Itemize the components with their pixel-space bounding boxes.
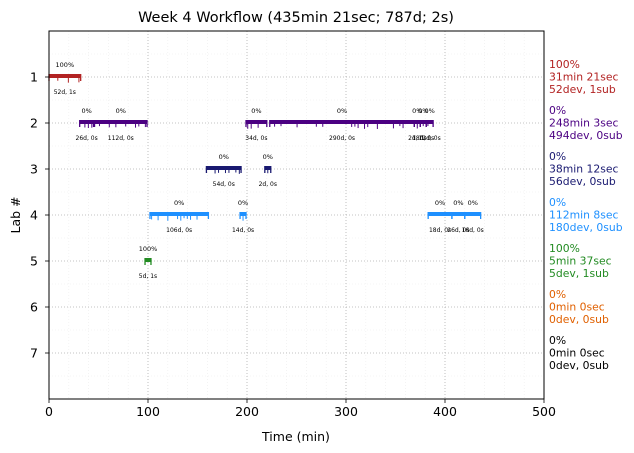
x-tick-label: 500 (532, 404, 556, 419)
lane-summary-line: 494dev, 0sub (549, 129, 623, 142)
segment-info-label: 12d, 0s (419, 135, 441, 142)
segment-info-label: 18d, 0s (412, 135, 434, 142)
lane-summary-line: 0dev, 0sub (549, 359, 609, 372)
segment-info-label: 54d, 0s (213, 181, 235, 188)
segment-percent-label: 0% (238, 199, 248, 207)
segment-percent-label: 0% (468, 199, 478, 207)
lane-summary-line: 52dev, 1sub (549, 83, 616, 96)
timeline-bar (145, 258, 151, 262)
segment-percent-label: 0% (263, 153, 273, 161)
lane-summary-line: 248min 3sec (549, 117, 619, 130)
segment-info-label: 18d, 0s (429, 227, 451, 234)
segment-info-label: 26d, 0s (76, 135, 98, 142)
segment-percent-label: 0% (219, 153, 229, 161)
segment-percent-label: 0% (174, 199, 184, 207)
segment-info-label: 2d, 0s (408, 135, 426, 142)
lane-summary-line: 112min 8sec (549, 209, 619, 222)
timeline-bar (464, 212, 481, 216)
lane-summary-line: 180dev, 0sub (549, 221, 623, 234)
timeline-bar (246, 120, 267, 124)
segment-info-label: 112d, 0s (108, 135, 134, 142)
segment-percent-label: 0% (412, 107, 422, 115)
lane-summary-line: 0% (549, 104, 566, 117)
lane-summary-line: 38min 12sec (549, 163, 619, 176)
x-axis-label: Time (min) (261, 429, 330, 444)
chart-title: Week 4 Workflow (435min 21sec; 787d; 2s) (138, 10, 454, 26)
timeline-bar (269, 120, 415, 124)
timeline-bar (149, 212, 209, 216)
x-tick-label: 0 (45, 404, 53, 419)
segment-percent-label: 0% (251, 107, 261, 115)
timeline-bar (49, 74, 81, 78)
segment-info-label: 34d, 0s (245, 135, 267, 142)
y-tick-label: 6 (30, 300, 38, 315)
lane-summary-line: 5min 37sec (549, 255, 612, 268)
y-tick-label: 2 (30, 116, 38, 131)
lane-summary-line: 31min 21sec (549, 71, 619, 84)
timeline-bar (94, 120, 148, 124)
axis-ticks: 0 100 200 300 400 500 1 2 3 4 5 6 7 (30, 70, 556, 420)
lane-summary-line: 0% (549, 150, 566, 163)
segment-percent-label: 0% (418, 107, 428, 115)
segment-percent-label: 0% (435, 199, 445, 207)
y-tick-label: 5 (30, 254, 38, 269)
segment-info-label: 16d, 0s (462, 227, 484, 234)
segment-percent-label: 0% (424, 107, 434, 115)
lane-summary-line: 5dev, 1sub (549, 267, 609, 280)
y-tick-label: 7 (30, 346, 38, 361)
segment-percent-label: 0% (337, 107, 347, 115)
x-tick-label: 300 (334, 404, 358, 419)
lane-summary-line: 0min 0sec (549, 301, 605, 314)
lane-summary-line: 56dev, 0sub (549, 175, 616, 188)
lane-summary-line: 0% (549, 334, 566, 347)
timeline-bar (79, 120, 94, 124)
y-axis-label: Lab # (8, 196, 23, 233)
segment-percent-label: 0% (116, 107, 126, 115)
lane-summary-line: 0% (549, 288, 566, 301)
segment-percent-label: 0% (453, 199, 463, 207)
lane-summary-line: 0% (549, 196, 566, 209)
timeline-bar (264, 166, 271, 170)
timeline-bar (206, 166, 242, 170)
segment-info-label: 290d, 0s (329, 135, 355, 142)
timeline-segments: 100% 52d, 1s 0% 26d, 0s 0% 112d, 0s 0% 34d, 0s 0… (48, 61, 484, 280)
x-tick-label: 100 (136, 404, 160, 419)
segment-percent-label: 100% (56, 61, 75, 69)
timeline-bar (451, 212, 465, 216)
segment-info-label: 26d, 0s (447, 227, 469, 234)
segment-percent-label: 100% (139, 245, 158, 253)
lane-summary-line: 100% (549, 242, 580, 255)
y-tick-label: 4 (30, 208, 38, 223)
timeline-bar (414, 120, 421, 124)
segment-info-label: 52d, 1s (54, 89, 76, 96)
segment-info-label: 5d, 1s (139, 273, 157, 280)
timeline-bar (240, 212, 247, 216)
segment-info-label: 14d, 0s (232, 227, 254, 234)
segment-percent-label: 0% (81, 107, 91, 115)
y-tick-label: 1 (30, 70, 38, 85)
x-tick-label: 200 (235, 404, 259, 419)
segment-info-label: 2d, 0s (259, 181, 277, 188)
timeline-bar (428, 212, 452, 216)
lane-summary-line: 0dev, 0sub (549, 313, 609, 326)
timeline-bar (426, 120, 434, 124)
segment-info-label: 106d, 0s (166, 227, 192, 234)
lane-summary-line: 0min 0sec (549, 347, 605, 360)
lane-summary-line: 100% (549, 58, 580, 71)
y-tick-label: 3 (30, 162, 38, 177)
x-tick-label: 400 (433, 404, 457, 419)
timeline-bar (420, 120, 427, 124)
